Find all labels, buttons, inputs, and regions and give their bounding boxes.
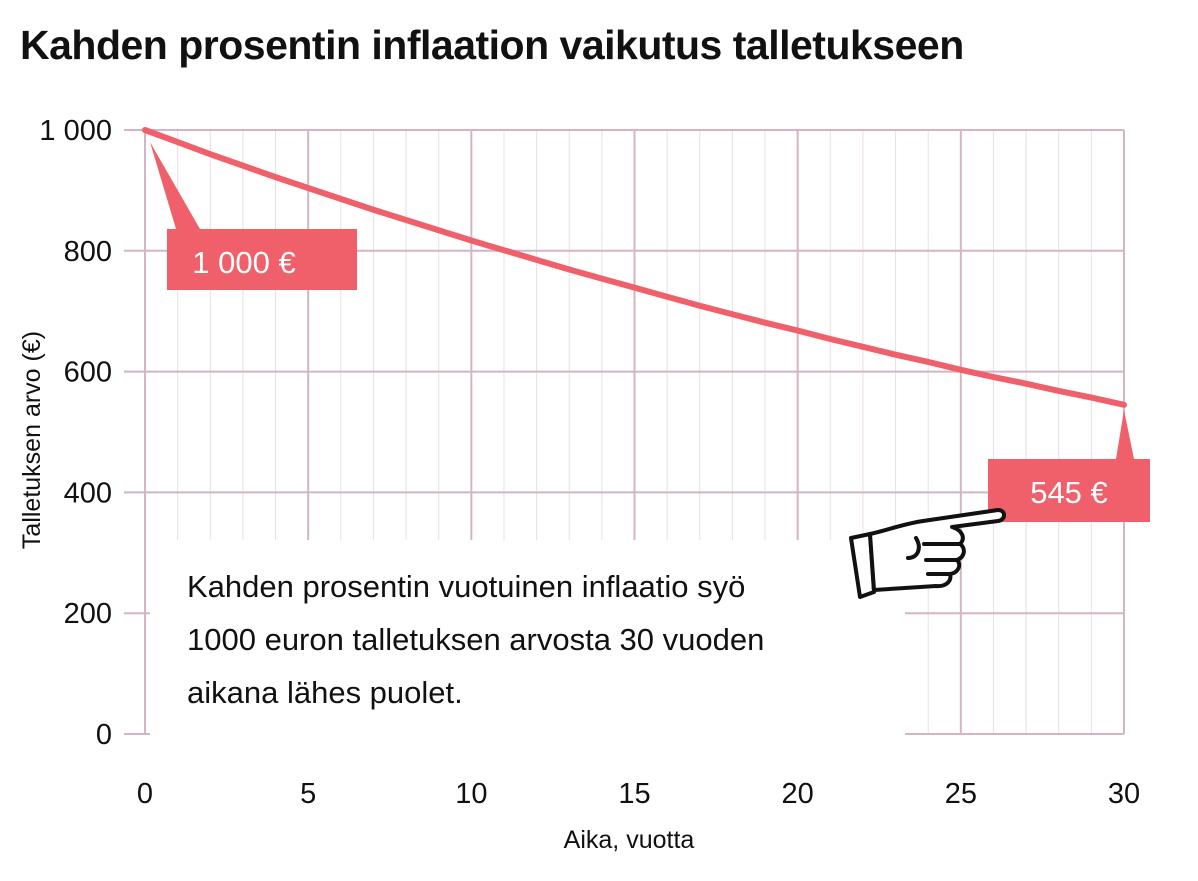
start-callout-label: 1 000 €	[192, 245, 295, 280]
start-callout-pointer	[150, 142, 200, 229]
end-value-callout: 545 €	[988, 410, 1150, 522]
annotation-note: Kahden prosentin vuotuinen inflaatio syö…	[150, 540, 905, 741]
x-tick-label: 25	[945, 778, 977, 810]
chart-title: Kahden prosentin inflaation vaikutus tal…	[20, 22, 964, 68]
y-axis-label: Talletuksen arvo (€)	[18, 331, 46, 549]
series-line	[142, 127, 1127, 408]
y-tick-label: 800	[64, 236, 112, 268]
end-callout-pointer	[1116, 410, 1134, 459]
start-callout-box	[167, 229, 357, 290]
y-tick-label: 200	[64, 598, 112, 630]
x-tick-label: 15	[618, 778, 650, 810]
x-tick-label: 10	[455, 778, 487, 810]
x-tick-label: 30	[1108, 778, 1140, 810]
y-tick-label: 1 000	[39, 115, 112, 147]
pointing-hand-icon	[849, 508, 1006, 599]
x-axis-label: Aika, vuotta	[564, 826, 695, 854]
start-value-callout: 1 000 €	[150, 142, 357, 290]
x-tick-label: 20	[782, 778, 814, 810]
y-tick-label: 400	[64, 477, 112, 509]
note-line-2: 1000 euron talletuksen arvosta 30 vuoden	[187, 622, 765, 657]
y-tick-label: 0	[96, 719, 112, 751]
end-callout-box	[988, 459, 1150, 522]
x-tick-label: 0	[137, 778, 153, 810]
note-line-3: aikana lähes puolet.	[187, 675, 463, 710]
note-line-1: Kahden prosentin vuotuinen inflaatio syö	[187, 569, 746, 604]
end-callout-label: 545 €	[1030, 475, 1108, 510]
x-tick-label: 5	[300, 778, 316, 810]
y-axis-ticks: 0 200 400 600 800 1 000	[39, 115, 112, 751]
y-tick-label: 600	[64, 357, 112, 389]
x-axis-ticks: 0 5 10 15 20 25 30	[137, 778, 1140, 810]
